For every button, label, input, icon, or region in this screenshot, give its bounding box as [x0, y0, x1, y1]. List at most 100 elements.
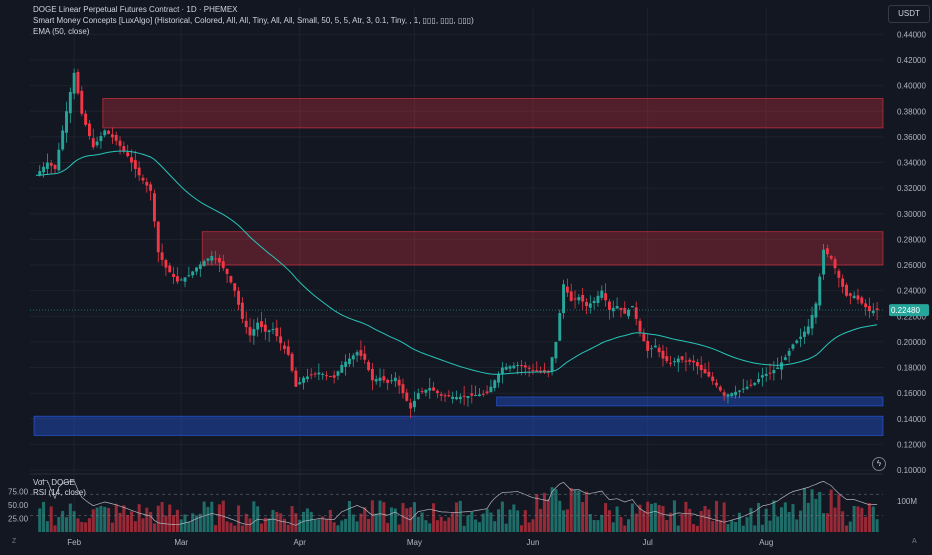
candle	[355, 352, 359, 356]
volume-bar	[822, 513, 826, 532]
candle	[749, 384, 753, 386]
candle	[152, 193, 156, 222]
candle	[829, 256, 833, 259]
volume-bar	[519, 525, 524, 532]
candle	[229, 276, 233, 283]
volume-bar	[382, 502, 386, 532]
candle	[871, 310, 875, 314]
volume-bar	[259, 523, 264, 532]
volume-bar	[435, 520, 439, 532]
volume-bar	[665, 519, 669, 532]
volume-bar	[76, 518, 80, 532]
volume-bar	[149, 512, 153, 532]
volume-bar	[45, 521, 49, 532]
volume-bar	[707, 509, 711, 532]
candle	[447, 395, 451, 397]
x-tick-label: Aug	[759, 538, 773, 547]
candle	[363, 353, 367, 360]
candle	[164, 260, 168, 268]
candle	[695, 362, 699, 367]
candle	[91, 138, 95, 148]
volume-bar	[252, 501, 256, 532]
y-tick-label: 0.34000	[897, 159, 926, 168]
volume-bar	[347, 501, 351, 532]
volume-label[interactable]: Vol · DOGE	[33, 478, 75, 487]
symbol-title[interactable]: DOGE Linear Perpetual Futures Contract ·…	[33, 5, 238, 14]
candle	[780, 362, 783, 370]
y-tick-label: 0.30000	[897, 210, 926, 219]
volume-bar	[217, 504, 221, 532]
candle	[412, 400, 416, 408]
zoom-toggle[interactable]: Z	[12, 538, 17, 545]
volume-bar	[493, 521, 497, 532]
candle	[217, 258, 221, 263]
volume-bar	[397, 524, 401, 532]
volume-bar	[714, 500, 719, 532]
candle	[542, 369, 546, 372]
volume-bar	[458, 500, 462, 532]
candle	[145, 181, 149, 186]
volume-bar	[669, 512, 673, 532]
volume-bar	[875, 519, 879, 532]
volume-bar	[477, 522, 481, 532]
volume-bar	[474, 519, 478, 532]
volume-bar	[240, 525, 244, 532]
candle	[569, 291, 573, 301]
candle	[336, 371, 340, 376]
candle	[512, 365, 516, 369]
volume-bar	[175, 509, 179, 532]
volume-bar	[374, 513, 378, 532]
volume-bar	[462, 525, 466, 532]
volume-bar	[191, 513, 195, 532]
candle	[837, 270, 841, 278]
y-tick-label: 0.18000	[897, 364, 926, 373]
candle	[195, 267, 198, 272]
volume-bar	[841, 511, 845, 532]
candle	[225, 268, 229, 274]
candle	[271, 329, 275, 331]
ema-indicator-label[interactable]: EMA (50, close)	[33, 27, 90, 36]
volume-bar	[497, 509, 501, 532]
volume-bar	[860, 507, 864, 532]
currency-button[interactable]: USDT	[888, 5, 930, 23]
candle	[470, 393, 474, 396]
candle	[730, 393, 734, 397]
volume-bar	[787, 512, 791, 532]
volume-bar	[607, 510, 611, 532]
rsi-label[interactable]: RSI (14, close)	[33, 488, 86, 497]
lightning-icon[interactable]: ϟ	[872, 457, 886, 471]
volume-bar	[271, 509, 275, 532]
volume-bar	[527, 522, 531, 532]
candle	[764, 373, 768, 376]
candle	[305, 376, 309, 380]
candle	[175, 276, 179, 282]
candle	[390, 380, 393, 382]
y-tick-label: 0.24000	[897, 287, 926, 296]
volume-bar	[844, 525, 849, 532]
candle	[588, 303, 592, 308]
candle	[523, 365, 527, 368]
candle	[845, 284, 848, 296]
volume-bar	[852, 505, 856, 532]
candle	[233, 283, 237, 291]
candle	[244, 320, 248, 328]
candle	[221, 261, 225, 269]
volume-bar	[87, 518, 91, 532]
smc-indicator-label[interactable]: Smart Money Concepts [LuxAlgo] (Historic…	[33, 16, 474, 25]
volume-bar	[152, 523, 156, 532]
candle	[852, 295, 856, 298]
y-tick-label: 0.38000	[897, 107, 926, 116]
volume-bar	[699, 510, 703, 532]
candle	[359, 350, 363, 356]
candle	[409, 402, 413, 409]
auto-scale-toggle[interactable]: A	[912, 538, 917, 545]
candle	[99, 136, 103, 142]
candle	[661, 350, 665, 359]
volume-bar	[137, 504, 141, 532]
candle	[600, 290, 604, 298]
rsi-line	[39, 480, 878, 526]
ema-line	[35, 150, 878, 375]
candle	[657, 347, 661, 353]
